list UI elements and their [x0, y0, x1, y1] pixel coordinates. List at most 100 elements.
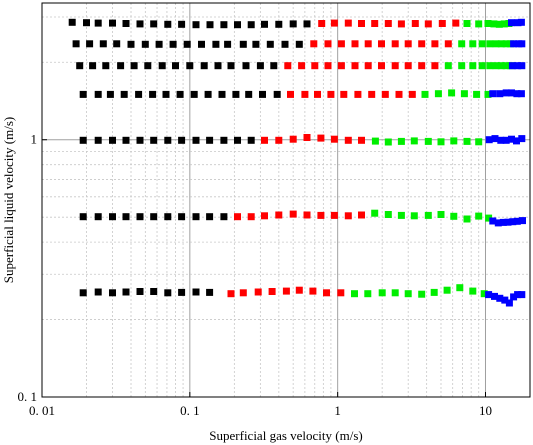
data-point-black — [130, 62, 138, 70]
data-point-black — [212, 40, 220, 48]
axis-ticks: 0. 01 0. 1 1 100. 11 — [18, 132, 492, 418]
data-point-black — [281, 40, 289, 48]
data-point-red — [397, 20, 405, 28]
data-point-green — [430, 288, 438, 296]
data-point-red — [239, 289, 247, 297]
data-point-black — [295, 40, 303, 48]
data-point-black — [150, 136, 158, 144]
data-point-blue — [514, 291, 522, 299]
data-point-black — [273, 90, 281, 98]
data-point-red — [431, 62, 439, 70]
data-point-black — [117, 62, 125, 70]
data-point-blue — [485, 136, 493, 144]
data-point-black — [247, 136, 255, 144]
data-point-red — [395, 90, 403, 98]
data-point-red — [314, 90, 321, 98]
data-point-red — [368, 90, 376, 98]
data-point-green — [404, 290, 412, 298]
data-point-black — [176, 90, 184, 98]
data-point-red — [344, 136, 352, 144]
data-point-black — [204, 90, 212, 98]
data-points — [68, 18, 526, 307]
data-point-green — [450, 212, 458, 220]
data-point-blue — [502, 89, 510, 97]
data-point-blue — [519, 217, 526, 225]
data-point-black — [218, 90, 226, 98]
data-point-blue — [489, 90, 497, 98]
data-point-red — [391, 40, 399, 48]
y-tick-label: 0. 1 — [18, 389, 38, 404]
data-point-black — [192, 21, 200, 29]
data-point-black — [178, 20, 186, 28]
data-point-black — [162, 90, 170, 98]
data-point-black — [164, 136, 172, 144]
data-point-green — [458, 62, 466, 70]
data-point-black — [109, 289, 116, 297]
data-point-black — [192, 136, 200, 144]
series-blue — [485, 18, 526, 307]
data-point-black — [79, 136, 87, 144]
data-point-black — [122, 20, 130, 27]
data-point-green — [492, 40, 500, 48]
data-point-red — [358, 211, 365, 219]
data-point-black — [122, 136, 130, 144]
data-point-black — [94, 90, 102, 98]
data-point-black — [141, 40, 149, 48]
data-point-red — [318, 20, 326, 27]
data-point-black — [270, 62, 278, 70]
data-point-blue — [491, 135, 499, 143]
data-point-red — [337, 40, 345, 48]
data-point-red — [438, 20, 446, 27]
x-tick-label: 0. 1 — [180, 403, 200, 418]
data-point-blue — [496, 294, 504, 302]
data-point-green — [497, 62, 505, 70]
data-point-blue — [504, 218, 512, 226]
data-point-red — [344, 212, 352, 220]
data-point-black — [183, 40, 191, 48]
data-point-black — [206, 21, 214, 29]
data-point-blue — [485, 291, 493, 299]
data-point-red — [261, 212, 268, 220]
data-point-green — [434, 90, 442, 98]
data-point-red — [351, 62, 359, 70]
data-point-red — [378, 40, 385, 48]
data-point-green — [437, 138, 445, 146]
data-point-blue — [491, 292, 498, 300]
data-point-black — [158, 62, 166, 70]
data-point-red — [340, 90, 348, 98]
data-point-black — [83, 19, 90, 27]
x-tick-label: 1 — [334, 403, 341, 418]
data-point-black — [72, 40, 80, 48]
data-point-black — [220, 213, 228, 221]
data-point-black — [303, 20, 311, 28]
data-point-red — [317, 134, 325, 142]
data-point-black — [227, 62, 235, 70]
data-point-red — [227, 290, 235, 298]
data-point-green — [480, 290, 488, 298]
data-point-red — [275, 211, 283, 219]
data-point-blue — [509, 218, 517, 226]
data-point-red — [418, 40, 426, 48]
data-point-green — [469, 287, 477, 295]
data-point-green — [444, 62, 452, 70]
data-point-green — [443, 286, 451, 294]
data-point-green — [460, 90, 468, 98]
data-point-black — [178, 213, 186, 221]
data-point-black — [122, 288, 130, 296]
data-point-green — [437, 211, 445, 218]
data-point-blue — [508, 62, 516, 70]
data-point-green — [485, 214, 493, 222]
data-point-black — [102, 62, 110, 70]
data-point-red — [358, 20, 365, 27]
data-point-green — [463, 137, 471, 145]
data-point-green — [463, 215, 471, 223]
data-point-green — [463, 20, 471, 27]
x-axis-title: Superficial gas velocity (m/s) — [209, 428, 362, 443]
data-point-black — [136, 213, 144, 221]
data-point-red — [310, 40, 318, 48]
data-point-red — [303, 211, 311, 219]
data-point-green — [478, 62, 486, 70]
data-point-black — [144, 62, 152, 70]
data-point-black — [127, 40, 135, 48]
data-point-black — [155, 40, 163, 48]
